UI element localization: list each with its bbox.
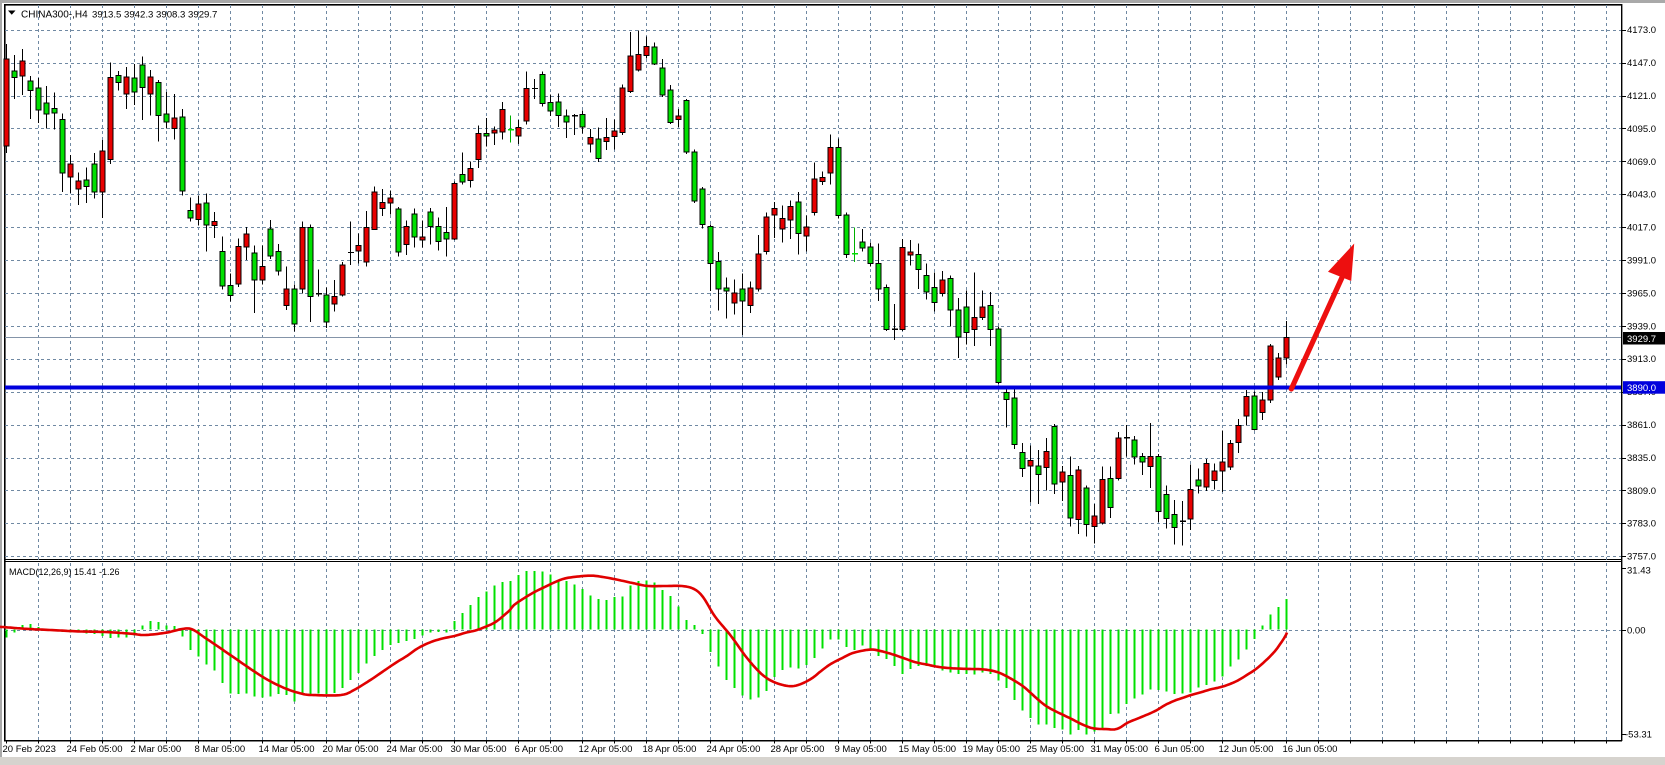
svg-text:3913.5 3942.3 3908.3 3929.7: 3913.5 3942.3 3908.3 3929.7 [92,9,217,20]
svg-text:6 Jun 05:00: 6 Jun 05:00 [1155,744,1205,755]
svg-text:12 Apr 05:00: 12 Apr 05:00 [579,744,633,755]
svg-text:3890.0: 3890.0 [1627,383,1656,394]
svg-text:28 Apr 05:00: 28 Apr 05:00 [771,744,825,755]
svg-text:31.43: 31.43 [1627,565,1651,576]
svg-text:12 Jun 05:00: 12 Jun 05:00 [1219,744,1274,755]
svg-text:25 May 05:00: 25 May 05:00 [1027,744,1085,755]
svg-text:3757.0: 3757.0 [1627,552,1656,563]
svg-text:3965.0: 3965.0 [1627,288,1656,299]
svg-text:18 Apr 05:00: 18 Apr 05:00 [643,744,697,755]
svg-text:6 Apr 05:00: 6 Apr 05:00 [515,744,564,755]
svg-text:31 May 05:00: 31 May 05:00 [1091,744,1149,755]
svg-text:9 May 05:00: 9 May 05:00 [835,744,887,755]
svg-text:4017.0: 4017.0 [1627,223,1656,234]
svg-text:20 Feb 2023: 20 Feb 2023 [3,744,56,755]
svg-text:20 Mar 05:00: 20 Mar 05:00 [323,744,379,755]
svg-text:15 May 05:00: 15 May 05:00 [899,744,957,755]
svg-text:3835.0: 3835.0 [1627,453,1656,464]
svg-text:4147.0: 4147.0 [1627,58,1656,69]
svg-text:30 Mar 05:00: 30 Mar 05:00 [451,744,507,755]
svg-text:3913.0: 3913.0 [1627,354,1656,365]
svg-text:MACD(12,26,9) 15.41 -1.26: MACD(12,26,9) 15.41 -1.26 [9,567,120,577]
svg-text:3929.7: 3929.7 [1627,334,1656,345]
svg-text:3939.0: 3939.0 [1627,321,1656,332]
svg-text:-53.31: -53.31 [1625,729,1652,740]
svg-text:4069.0: 4069.0 [1627,157,1656,168]
svg-text:14 Mar 05:00: 14 Mar 05:00 [259,744,315,755]
svg-text:CHINA300-,H4: CHINA300-,H4 [21,9,88,20]
svg-text:3809.0: 3809.0 [1627,486,1656,497]
svg-text:19 May 05:00: 19 May 05:00 [963,744,1021,755]
svg-text:4121.0: 4121.0 [1627,91,1656,102]
svg-text:4043.0: 4043.0 [1627,190,1656,201]
svg-text:3991.0: 3991.0 [1627,256,1656,267]
svg-text:24 Mar 05:00: 24 Mar 05:00 [387,744,443,755]
svg-text:2 Mar 05:00: 2 Mar 05:00 [131,744,182,755]
svg-text:16 Jun 05:00: 16 Jun 05:00 [1283,744,1338,755]
svg-text:3861.0: 3861.0 [1627,420,1656,431]
svg-text:3783.0: 3783.0 [1627,519,1656,530]
svg-text:24 Feb 05:00: 24 Feb 05:00 [67,744,123,755]
svg-text:24 Apr 05:00: 24 Apr 05:00 [707,744,761,755]
svg-text:4095.0: 4095.0 [1627,124,1656,135]
svg-text:4173.0: 4173.0 [1627,25,1656,36]
svg-text:0.00: 0.00 [1627,625,1646,636]
svg-text:8 Mar 05:00: 8 Mar 05:00 [195,744,246,755]
